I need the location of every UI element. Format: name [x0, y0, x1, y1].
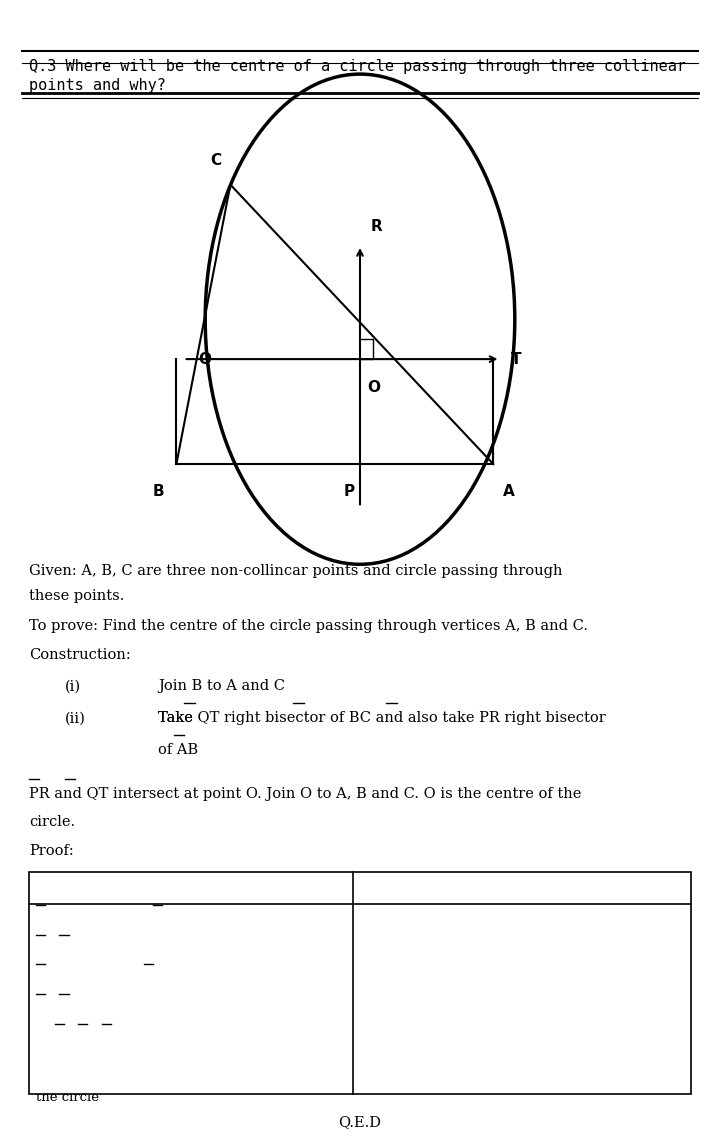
Text: Given: A, B, C are three non-collincar points and circle passing through: Given: A, B, C are three non-collincar p…: [29, 564, 562, 578]
Text: P: P: [343, 484, 355, 499]
Text: Join B to A and C: Join B to A and C: [158, 679, 285, 693]
Text: R: R: [371, 219, 382, 234]
Text: C: C: [210, 153, 222, 168]
Text: Statements: Statements: [144, 881, 238, 895]
Text: Construction:: Construction:: [29, 648, 130, 661]
Text: Take: Take: [158, 711, 198, 725]
Text: points and why?: points and why?: [29, 78, 166, 92]
FancyBboxPatch shape: [29, 872, 691, 1094]
Text: QO is the right bisector BC: QO is the right bisector BC: [36, 913, 218, 926]
Text: the circle: the circle: [36, 1091, 99, 1104]
Text: A: A: [503, 484, 515, 499]
Text: Q.3 Where will be the centre of a circle passing through three collinear: Q.3 Where will be the centre of a circle…: [29, 59, 685, 74]
Text: OB ≅ OC → (i): OB ≅ OC → (i): [36, 943, 128, 955]
Text: Take QT right bisector of BC and also take PR right bisector: Take QT right bisector of BC and also ta…: [158, 711, 606, 725]
Text: Reasons: Reasons: [488, 881, 556, 895]
Text: OA ≅ OB → (ii): OA ≅ OB → (ii): [36, 1002, 132, 1015]
Text: Q.E.D: Q.E.D: [338, 1115, 382, 1129]
Text: PR and QT intersect at point O. Join O to A, B and C. O is the centre of the: PR and QT intersect at point O. Join O t…: [29, 787, 581, 800]
Text: O: O: [367, 380, 380, 394]
Text: To prove: Find the centre of the circle passing through vertices A, B and C.: To prove: Find the centre of the circle …: [29, 619, 588, 633]
Text: From (i) and (ii): From (i) and (ii): [367, 983, 485, 996]
Text: Q: Q: [199, 351, 212, 367]
Text: PO is right bisector of AB: PO is right bisector of AB: [36, 972, 207, 985]
Text: of AB: of AB: [158, 743, 199, 757]
Text: (ii): (ii): [65, 711, 86, 725]
Text: ∴ It is proved that O is the centre of: ∴ It is proved that O is the centre of: [36, 1061, 276, 1074]
Text: (i): (i): [65, 679, 81, 693]
Text: circle.: circle.: [29, 815, 75, 829]
Text: Proof:: Proof:: [29, 844, 73, 857]
Text: So, OA = OB = OC: So, OA = OB = OC: [36, 1032, 163, 1044]
Text: T: T: [511, 351, 522, 367]
Text: these points.: these points.: [29, 589, 124, 603]
Text: B: B: [153, 484, 164, 499]
